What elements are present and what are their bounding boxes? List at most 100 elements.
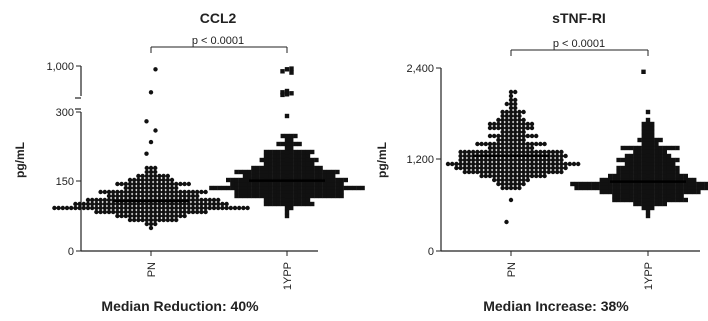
data-point xyxy=(620,193,625,199)
data-point xyxy=(517,149,522,155)
data-point xyxy=(310,149,315,155)
data-point xyxy=(517,137,522,143)
data-point xyxy=(454,161,459,167)
data-point xyxy=(284,205,290,211)
data-point xyxy=(654,157,659,163)
data-point xyxy=(616,169,621,175)
data-point xyxy=(203,209,208,215)
data-point xyxy=(525,133,530,139)
data-point xyxy=(263,169,269,175)
data-point xyxy=(242,181,248,187)
data-point xyxy=(496,181,501,187)
data-point xyxy=(301,197,306,203)
data-point xyxy=(280,189,285,195)
data-point xyxy=(624,165,630,171)
data-point xyxy=(679,185,684,191)
data-point xyxy=(224,205,229,211)
data-points xyxy=(52,66,365,231)
data-point xyxy=(199,205,204,211)
data-point xyxy=(645,173,651,179)
data-point xyxy=(492,165,497,171)
data-point xyxy=(603,177,609,183)
data-point xyxy=(127,205,133,211)
data-point xyxy=(178,181,183,187)
data-point xyxy=(268,181,273,187)
data-point xyxy=(230,185,235,191)
data-point xyxy=(190,201,196,207)
data-point xyxy=(629,177,634,183)
data-point xyxy=(666,161,672,167)
data-point xyxy=(199,189,204,195)
data-point xyxy=(571,161,577,167)
data-point xyxy=(157,189,162,195)
data-point xyxy=(479,173,484,179)
data-point xyxy=(500,165,505,171)
data-point xyxy=(90,197,95,203)
data-point xyxy=(517,173,522,179)
data-point xyxy=(517,169,522,175)
data-point xyxy=(293,165,298,171)
data-point xyxy=(259,157,264,163)
data-point xyxy=(542,141,547,147)
data-point xyxy=(94,201,99,207)
data-point xyxy=(174,189,179,195)
data-point xyxy=(550,161,556,167)
data-point xyxy=(687,177,693,183)
data-point xyxy=(132,185,137,191)
data-point xyxy=(284,201,290,207)
data-point xyxy=(305,149,311,155)
data-point xyxy=(140,201,145,207)
data-point xyxy=(360,185,365,191)
data-point xyxy=(513,129,518,135)
data-point xyxy=(305,181,311,187)
data-point xyxy=(289,169,294,175)
data-point xyxy=(203,197,208,203)
data-point xyxy=(508,93,514,99)
data-point xyxy=(534,161,539,167)
data-point xyxy=(301,201,306,207)
data-point xyxy=(508,109,514,115)
data-point xyxy=(454,165,459,171)
data-point xyxy=(293,149,298,155)
data-point xyxy=(637,169,642,175)
data-point xyxy=(238,185,243,191)
data-point xyxy=(144,177,149,183)
data-point xyxy=(127,217,133,223)
data-point xyxy=(157,185,162,191)
data-point xyxy=(500,109,505,115)
data-point xyxy=(284,133,290,139)
data-point xyxy=(347,185,353,191)
data-point xyxy=(650,137,655,143)
data-point xyxy=(232,205,238,211)
data-point xyxy=(612,189,617,195)
data-point xyxy=(190,197,196,203)
data-point xyxy=(263,165,269,171)
data-point xyxy=(587,185,592,191)
data-point xyxy=(517,117,522,123)
data-point xyxy=(599,185,604,191)
data-point xyxy=(161,189,166,195)
data-point xyxy=(339,181,344,187)
data-point xyxy=(650,185,655,191)
data-point xyxy=(504,161,509,167)
data-point xyxy=(492,149,497,155)
data-point xyxy=(284,157,290,163)
data-point xyxy=(624,153,630,159)
data-point xyxy=(153,185,158,191)
data-point xyxy=(546,157,551,163)
data-point xyxy=(666,193,672,199)
data-point xyxy=(157,201,162,207)
data-point xyxy=(293,133,298,139)
data-point xyxy=(666,177,672,183)
data-point xyxy=(217,185,222,191)
data-point xyxy=(633,189,638,195)
data-point xyxy=(475,141,480,147)
data-point xyxy=(508,121,514,127)
data-point xyxy=(521,169,526,175)
data-point xyxy=(297,181,302,187)
data-point xyxy=(517,109,522,115)
data-point xyxy=(221,185,227,191)
data-point xyxy=(102,197,108,203)
data-point xyxy=(77,201,82,207)
data-point xyxy=(508,89,514,95)
